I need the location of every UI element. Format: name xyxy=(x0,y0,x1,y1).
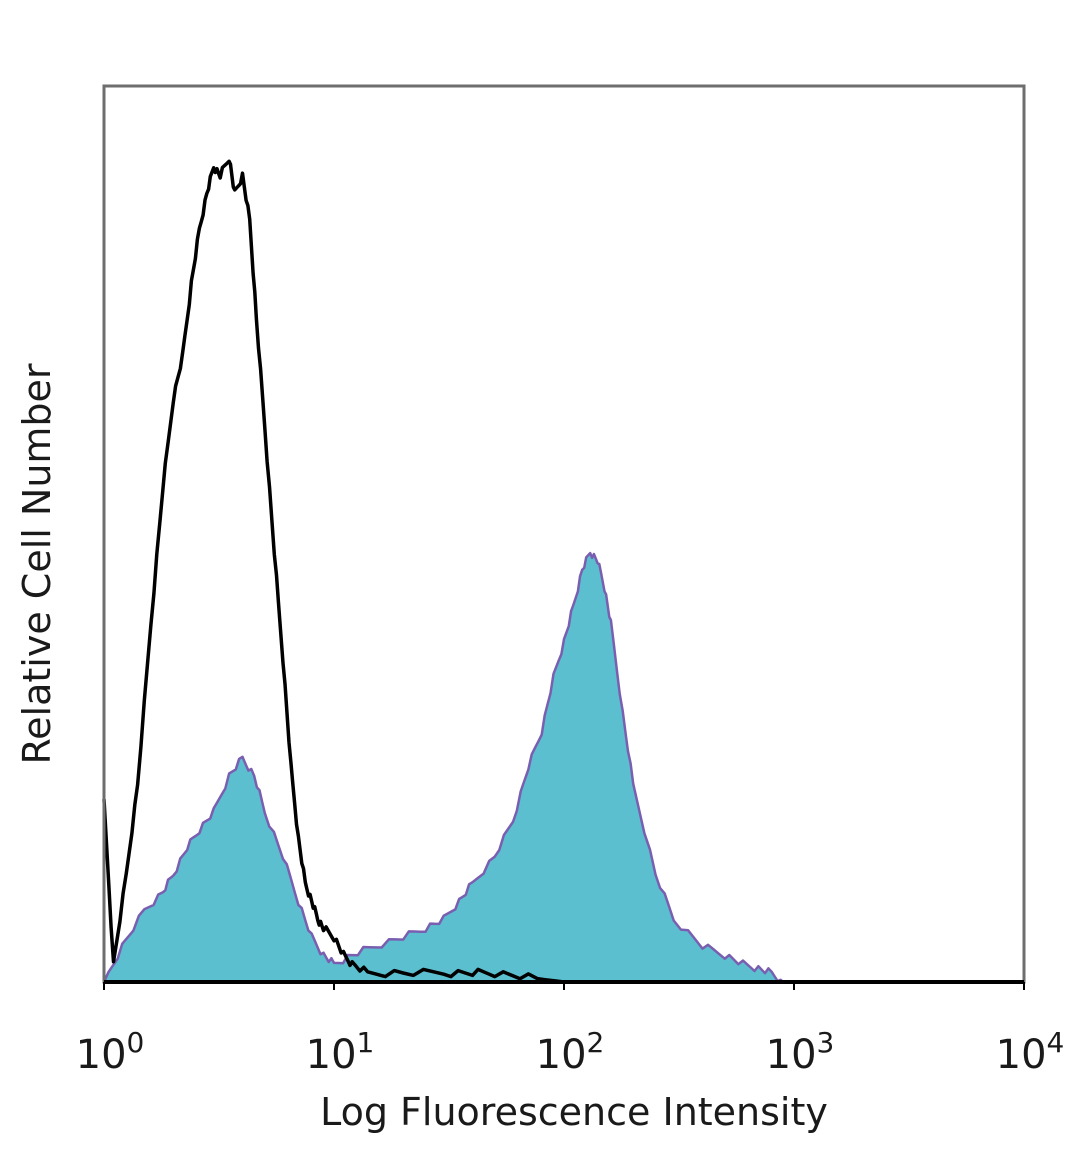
x-tick-label: 100 xyxy=(76,1026,145,1078)
x-tick-label: 102 xyxy=(536,1026,605,1078)
control-histogram-line xyxy=(102,159,565,984)
x-tick-label: 101 xyxy=(306,1026,375,1078)
stained-histogram-area xyxy=(102,551,785,984)
x-tick-label: 104 xyxy=(996,1026,1065,1078)
x-axis-title: Log Fluorescence Intensity xyxy=(320,1090,828,1134)
y-axis-title: Relative Cell Number xyxy=(15,363,59,764)
x-axis-ticks: 100 101 102 103 104 xyxy=(76,982,1065,1078)
x-tick-label: 103 xyxy=(766,1026,835,1078)
